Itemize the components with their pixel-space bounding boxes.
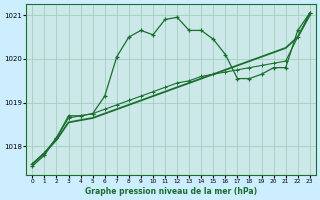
X-axis label: Graphe pression niveau de la mer (hPa): Graphe pression niveau de la mer (hPa) <box>85 187 257 196</box>
